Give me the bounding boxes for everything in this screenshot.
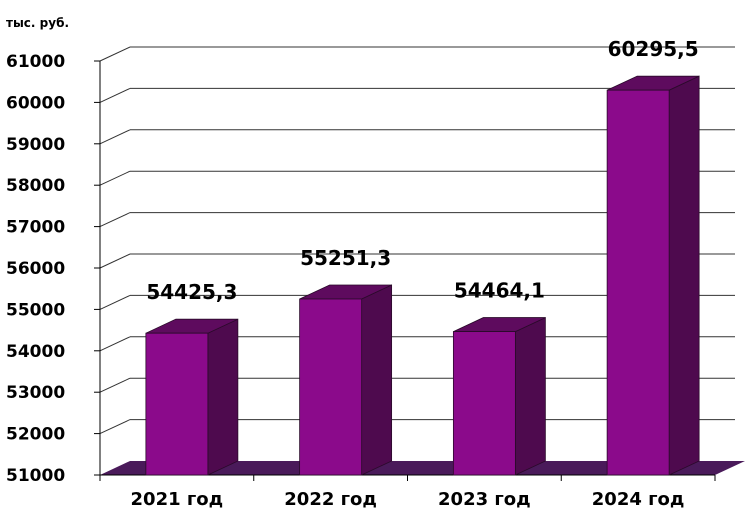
gridline-diagonal [99,377,131,393]
bar [452,331,516,476]
floor-plane [100,461,745,475]
bars [145,75,700,476]
y-tick-label: 52000 [6,425,65,445]
y-axis-unit-label: тыс. руб. [6,16,69,30]
chart-floor [100,461,745,475]
bar-side [514,316,546,476]
y-tick-label: 55000 [6,300,65,320]
y-tick-label: 61000 [6,52,65,72]
labels: 54425,3 2021 год 55251,3 2022 год 54464,1 202… [131,37,699,510]
bar [299,298,363,476]
gridline-diagonal [99,419,131,435]
y-tick-label: 57000 [6,218,65,238]
data-label: 54464,1 [454,279,545,303]
data-label: 54425,3 [146,280,237,304]
gridline-diagonal [99,129,131,145]
x-category-label: 2022 год [284,489,377,510]
y-axis: 51000 52000 53000 54000 55000 56000 57000 58000… [6,52,716,486]
x-category-label: 2023 год [438,489,531,510]
bar-side [207,318,239,476]
bar-side [361,284,393,476]
bar [606,89,670,476]
gridline-diagonal [99,46,131,62]
y-tick-label: 53000 [6,383,65,403]
x-category-label: 2021 год [131,489,224,510]
y-tick-label: 60000 [6,93,65,113]
data-label: 55251,3 [300,246,391,270]
gridline-diagonal [99,170,131,186]
bar-side [668,75,700,476]
gridline-diagonal [99,253,131,269]
gridline-diagonal [99,294,131,310]
y-tick-label: 56000 [6,259,65,279]
gridline-diagonal [99,212,131,228]
gridline-diagonal [99,87,131,103]
x-category-label: 2024 год [592,489,685,510]
data-label: 60295,5 [608,37,699,61]
y-tick-label: 58000 [6,176,65,196]
y-tick-label: 51000 [6,466,65,486]
bar [145,332,209,476]
gridline-diagonal [99,336,131,352]
y-tick-label: 54000 [6,342,65,362]
y-tick-label: 59000 [6,135,65,155]
